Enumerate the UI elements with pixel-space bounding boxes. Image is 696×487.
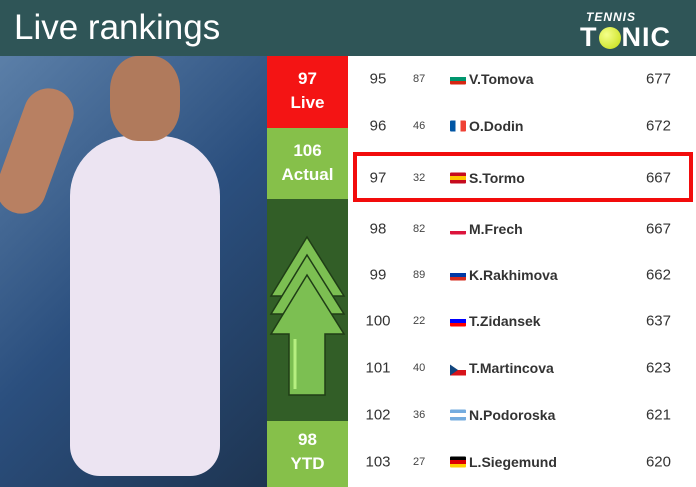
ranking-row[interactable]: 101 40 T.Martincova 623 — [348, 345, 696, 391]
player-name[interactable]: L.Siegemund — [469, 454, 557, 470]
points: 662 — [645, 266, 671, 284]
previous-rank: 87 — [413, 73, 426, 85]
previous-rank: 89 — [413, 269, 426, 281]
previous-rank: 46 — [413, 120, 426, 132]
ranking-row[interactable]: 103 27 L.Siegemund 620 — [348, 439, 696, 485]
rank: 98 — [369, 220, 387, 238]
live-label: Live — [290, 93, 325, 112]
previous-rank: 40 — [413, 362, 426, 374]
country-flag-icon — [450, 363, 466, 376]
rank: 95 — [369, 70, 387, 88]
country-flag-icon — [450, 223, 466, 235]
actual-rank-box: 106 Actual — [267, 128, 348, 199]
country-flag-icon — [450, 172, 466, 184]
player-photo — [0, 56, 267, 487]
points: 637 — [645, 312, 671, 330]
ytd-rank-box: 98 YTD — [267, 421, 348, 487]
player-name[interactable]: T.Zidansek — [469, 313, 541, 329]
ranking-row[interactable]: 100 22 T.Zidansek 637 — [348, 298, 696, 344]
player-name[interactable]: T.Martincova — [469, 360, 554, 376]
points: 677 — [645, 70, 671, 88]
trend-box — [267, 199, 348, 421]
player-name[interactable]: O.Dodin — [469, 118, 524, 134]
rank: 101 — [365, 359, 391, 377]
up-arrow-icon — [269, 235, 346, 396]
rank: 97 — [369, 169, 387, 187]
rank: 96 — [369, 117, 387, 135]
player-name[interactable]: M.Frech — [469, 221, 523, 237]
player-name[interactable]: V.Tomova — [469, 71, 534, 87]
previous-rank: 27 — [413, 456, 426, 468]
ranking-row[interactable]: 97 32 S.Tormo 667 — [348, 155, 696, 201]
header: Live rankings TENNIS T NIC — [0, 0, 696, 56]
previous-rank: 32 — [413, 172, 426, 184]
rank: 102 — [365, 406, 391, 424]
player-name[interactable]: N.Podoroska — [469, 407, 556, 423]
rank: 99 — [369, 266, 387, 284]
points: 620 — [645, 453, 671, 471]
points: 667 — [645, 220, 671, 238]
country-flag-icon — [450, 409, 466, 421]
ranking-row[interactable]: 102 36 N.Podoroska 621 — [348, 392, 696, 438]
previous-rank: 36 — [413, 409, 426, 421]
actual-label: Actual — [281, 165, 334, 184]
ranking-row[interactable]: 98 82 M.Frech 667 — [348, 206, 696, 252]
country-flag-icon — [450, 315, 466, 327]
points: 623 — [645, 359, 671, 377]
ytd-label: YTD — [290, 454, 325, 473]
ranking-row[interactable]: 95 87 V.Tomova 677 — [348, 56, 696, 102]
page-title: Live rankings — [14, 8, 221, 47]
points: 667 — [645, 169, 671, 187]
ytd-rank: 98 — [298, 430, 317, 449]
points: 672 — [645, 117, 671, 135]
highlighted-player-frame — [353, 152, 693, 202]
live-rank: 97 — [298, 69, 317, 88]
tennis-tonic-logo[interactable]: TENNIS T NIC — [580, 10, 671, 52]
player-name[interactable]: S.Tormo — [469, 170, 525, 186]
country-flag-icon — [450, 269, 466, 281]
live-rank-box: 97 Live — [267, 56, 348, 128]
ranking-row[interactable]: 99 89 K.Rakhimova 662 — [348, 252, 696, 298]
country-flag-icon — [450, 456, 466, 468]
ranking-row[interactable]: 96 46 O.Dodin 672 — [348, 103, 696, 149]
rank: 103 — [365, 453, 391, 471]
points: 621 — [645, 406, 671, 424]
previous-rank: 82 — [413, 223, 426, 235]
country-flag-icon — [450, 120, 466, 132]
previous-rank: 22 — [413, 315, 426, 327]
tennis-ball-icon — [598, 27, 621, 49]
player-name[interactable]: K.Rakhimova — [469, 267, 558, 283]
rank: 100 — [365, 312, 391, 330]
actual-rank: 106 — [293, 141, 322, 160]
country-flag-icon — [450, 73, 466, 85]
